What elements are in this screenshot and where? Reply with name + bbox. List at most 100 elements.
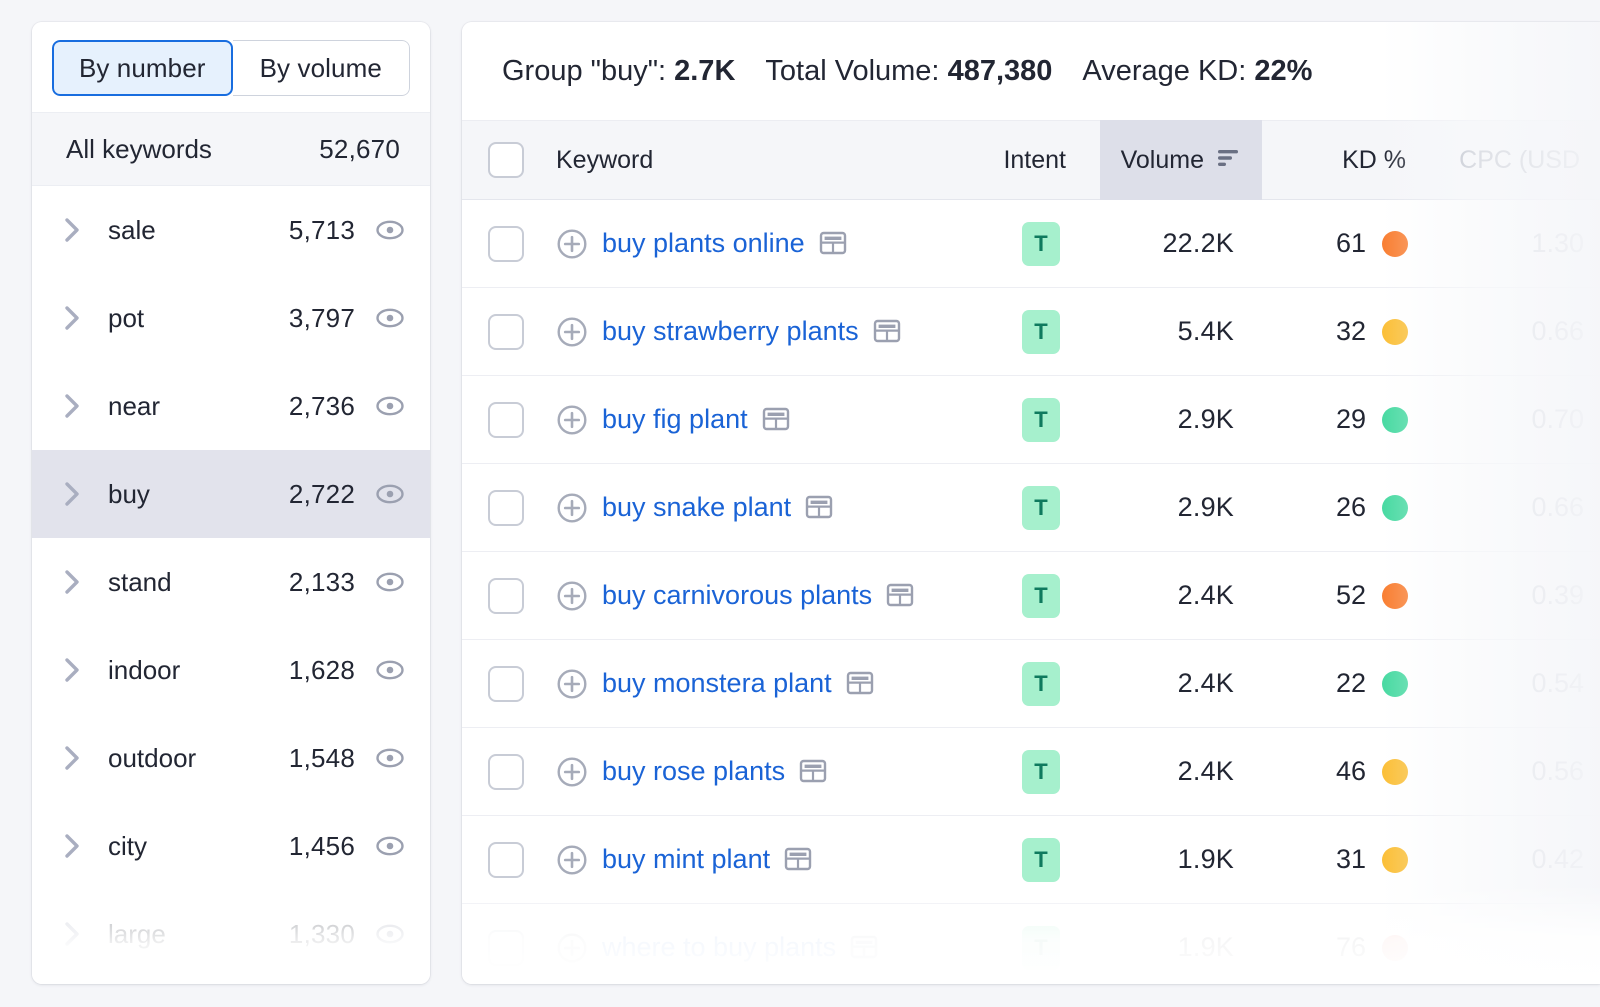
add-keyword-icon[interactable] — [556, 580, 588, 612]
chevron-right-icon[interactable] — [60, 305, 86, 331]
intent-badge[interactable]: T — [1022, 925, 1060, 970]
row-select-cell[interactable] — [462, 841, 550, 878]
chevron-right-icon[interactable] — [60, 569, 86, 595]
serp-features-icon[interactable] — [784, 846, 812, 874]
table-row[interactable]: buy mint plant T 1.9K 31 0.42 — [462, 816, 1600, 904]
row-select-cell[interactable] — [462, 401, 550, 438]
keyword-link[interactable]: buy rose plants — [602, 756, 786, 786]
intent-badge[interactable]: T — [1022, 397, 1060, 442]
sidebar-group-near[interactable]: near 2,736 — [32, 362, 430, 450]
select-all-cell[interactable] — [462, 142, 550, 178]
intent-badge[interactable]: T — [1022, 837, 1060, 882]
intent-badge[interactable]: T — [1022, 661, 1060, 706]
column-header-intent[interactable]: Intent — [1003, 145, 1066, 174]
row-checkbox[interactable] — [488, 753, 524, 790]
table-row[interactable]: buy strawberry plants T 5.4K 32 0.66 — [462, 288, 1600, 376]
keyword-link[interactable]: where to buy plants — [602, 932, 837, 962]
sidebar-group-sale[interactable]: sale 5,713 — [32, 186, 430, 274]
select-all-checkbox[interactable] — [488, 142, 524, 178]
table-row[interactable]: buy carnivorous plants T 2.4K 52 0.39 — [462, 552, 1600, 640]
row-select-cell[interactable] — [462, 929, 550, 966]
chevron-right-icon[interactable] — [60, 393, 86, 419]
column-header-kd[interactable]: KD % — [1342, 145, 1406, 174]
row-select-cell[interactable] — [462, 313, 550, 350]
serp-features-icon[interactable] — [819, 230, 847, 258]
add-keyword-icon[interactable] — [556, 932, 588, 964]
row-select-cell[interactable] — [462, 489, 550, 526]
column-header-volume[interactable]: Volume — [1100, 120, 1262, 200]
serp-features-icon[interactable] — [846, 670, 874, 698]
row-checkbox[interactable] — [488, 225, 524, 262]
keyword-link[interactable]: buy mint plant — [602, 844, 771, 874]
column-header-keyword[interactable]: Keyword — [556, 145, 654, 174]
eye-icon[interactable] — [375, 303, 405, 333]
toggle-by-number[interactable]: By number — [52, 40, 233, 96]
eye-icon[interactable] — [375, 831, 405, 861]
sort-mode-segmented-control[interactable]: By number By volume — [52, 40, 410, 96]
add-keyword-icon[interactable] — [556, 492, 588, 524]
eye-icon[interactable] — [375, 215, 405, 245]
sidebar-group-outdoor[interactable]: outdoor 1,548 — [32, 714, 430, 802]
row-checkbox[interactable] — [488, 929, 524, 966]
intent-badge[interactable]: T — [1022, 221, 1060, 266]
row-select-cell[interactable] — [462, 753, 550, 790]
row-checkbox[interactable] — [488, 489, 524, 526]
serp-features-icon[interactable] — [850, 934, 878, 962]
keyword-link[interactable]: buy carnivorous plants — [602, 580, 873, 610]
sidebar-group-large[interactable]: large 1,330 — [32, 890, 430, 978]
keyword-link[interactable]: buy fig plant — [602, 404, 748, 434]
sidebar-group-city[interactable]: city 1,456 — [32, 802, 430, 890]
table-row[interactable]: buy plants online T 22.2K 61 1.30 — [462, 200, 1600, 288]
intent-badge[interactable]: T — [1022, 309, 1060, 354]
add-keyword-icon[interactable] — [556, 756, 588, 788]
add-keyword-icon[interactable] — [556, 404, 588, 436]
serp-features-icon[interactable] — [799, 758, 827, 786]
eye-icon[interactable] — [375, 655, 405, 685]
serp-features-icon[interactable] — [762, 406, 790, 434]
eye-icon[interactable] — [375, 479, 405, 509]
row-checkbox[interactable] — [488, 665, 524, 702]
table-row[interactable]: buy fig plant T 2.9K 29 0.70 — [462, 376, 1600, 464]
chevron-right-icon[interactable] — [60, 657, 86, 683]
column-header-cpc[interactable]: CPC (USD — [1459, 145, 1580, 174]
table-row[interactable]: buy monstera plant T 2.4K 22 0.54 — [462, 640, 1600, 728]
add-keyword-icon[interactable] — [556, 844, 588, 876]
sidebar-group-stand[interactable]: stand 2,133 — [32, 538, 430, 626]
row-checkbox[interactable] — [488, 841, 524, 878]
sidebar-group-indoor[interactable]: indoor 1,628 — [32, 626, 430, 714]
all-keywords-row[interactable]: All keywords 52,670 — [32, 112, 430, 186]
eye-icon[interactable] — [375, 919, 405, 949]
keyword-link[interactable]: buy strawberry plants — [602, 316, 859, 346]
intent-badge[interactable]: T — [1022, 485, 1060, 530]
sidebar-group-pot[interactable]: pot 3,797 — [32, 274, 430, 362]
row-checkbox[interactable] — [488, 313, 524, 350]
table-row[interactable]: where to buy plants T 1.9K 76 0.8 — [462, 904, 1600, 984]
toggle-by-volume[interactable]: By volume — [232, 40, 410, 96]
serp-features-icon[interactable] — [805, 494, 833, 522]
row-checkbox[interactable] — [488, 401, 524, 438]
intent-badge[interactable]: T — [1022, 573, 1060, 618]
row-select-cell[interactable] — [462, 577, 550, 614]
serp-features-icon[interactable] — [886, 582, 914, 610]
keyword-link[interactable]: buy plants online — [602, 228, 805, 258]
sidebar-group-buy[interactable]: buy 2,722 — [32, 450, 430, 538]
chevron-right-icon[interactable] — [60, 921, 86, 947]
add-keyword-icon[interactable] — [556, 668, 588, 700]
chevron-right-icon[interactable] — [60, 745, 86, 771]
row-select-cell[interactable] — [462, 225, 550, 262]
row-select-cell[interactable] — [462, 665, 550, 702]
chevron-right-icon[interactable] — [60, 217, 86, 243]
serp-features-icon[interactable] — [873, 318, 901, 346]
table-row[interactable]: buy rose plants T 2.4K 46 0.56 — [462, 728, 1600, 816]
table-row[interactable]: buy snake plant T 2.9K 26 0.66 — [462, 464, 1600, 552]
chevron-right-icon[interactable] — [60, 481, 86, 507]
eye-icon[interactable] — [375, 391, 405, 421]
add-keyword-icon[interactable] — [556, 316, 588, 348]
intent-badge[interactable]: T — [1022, 749, 1060, 794]
chevron-right-icon[interactable] — [60, 833, 86, 859]
eye-icon[interactable] — [375, 567, 405, 597]
add-keyword-icon[interactable] — [556, 228, 588, 260]
eye-icon[interactable] — [375, 743, 405, 773]
row-checkbox[interactable] — [488, 577, 524, 614]
keyword-link[interactable]: buy snake plant — [602, 492, 792, 522]
